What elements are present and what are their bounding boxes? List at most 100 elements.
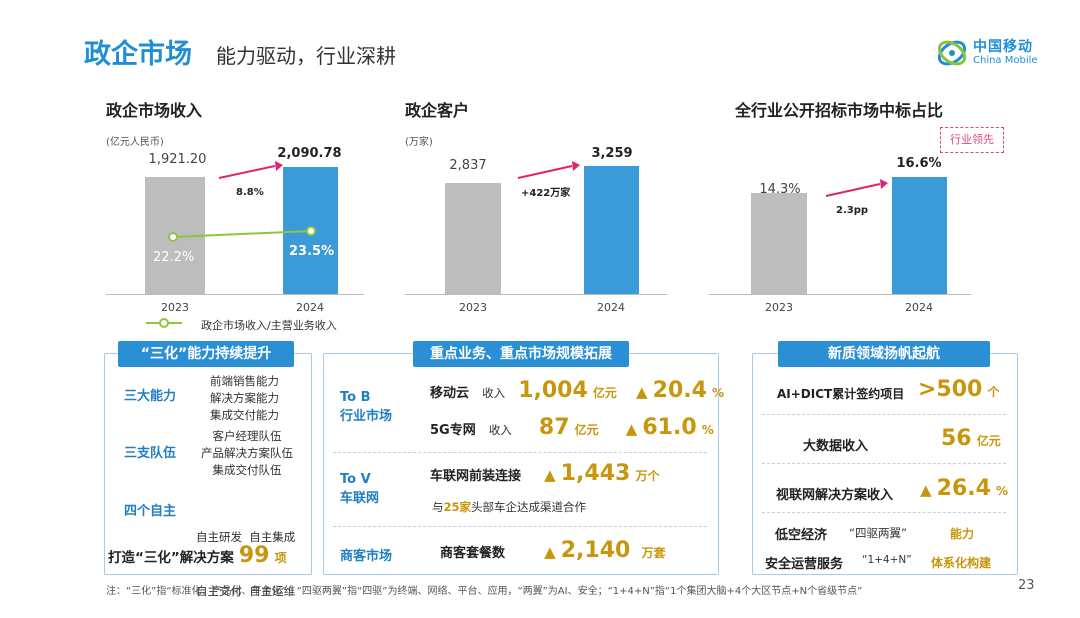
new-field-name-low-altitude: 低空经济 xyxy=(775,528,828,543)
divider xyxy=(762,414,1006,415)
chart-title-bid-share: 全行业公开招标市场中标占比 xyxy=(735,101,944,120)
china-mobile-logo: 中国移动 China Mobile xyxy=(935,36,1045,72)
tob-label-line2: 行业市场 xyxy=(340,409,393,424)
bar-2023 xyxy=(445,182,501,294)
bar-value-2023: 2,837 xyxy=(449,158,487,173)
metric-row-5g-private: 5G专网 收入 87 亿元 ▲ 61.0 % xyxy=(430,415,714,440)
ratio-label-2024: 23.5% xyxy=(289,244,335,259)
list-item: 集成交付队伍 xyxy=(212,463,282,477)
divider xyxy=(762,512,1006,513)
new-field-name-video-iot: 视联网解决方案收入 xyxy=(776,488,894,503)
ratio-point-2024 xyxy=(306,226,316,236)
new-field-value-bigdata: 56 亿元 xyxy=(941,426,1001,451)
divider xyxy=(762,463,1006,464)
new-field-mid-low-altitude: “四驱两翼” xyxy=(849,526,907,540)
x-tick-2023: 2023 xyxy=(161,301,189,314)
metric-row-v2x: 车联网前装连接 ▲ 1,443 万个 xyxy=(430,461,659,486)
metric-unit: 万个 xyxy=(635,469,660,483)
solutions-unit: 项 xyxy=(274,551,287,565)
growth-arrow xyxy=(517,161,580,179)
growth-unit: % xyxy=(712,386,725,400)
metric-value: >500 xyxy=(918,377,983,402)
panel-key-business-title: 重点业务、重点市场规模拓展 xyxy=(413,341,629,367)
list-item: 自主研发 自主集成 xyxy=(196,530,296,544)
tob-label-line1: To B xyxy=(340,390,371,405)
x-tick-2023: 2023 xyxy=(459,301,487,314)
metric-value: 1,443 xyxy=(560,461,631,486)
bar-2024 xyxy=(892,177,947,294)
metric-unit: 个 xyxy=(987,385,1000,399)
x-axis xyxy=(709,294,971,295)
metric-type: 收入 xyxy=(482,386,506,400)
bar-value-2024: 2,090.78 xyxy=(277,146,342,161)
chart-title-customers: 政企客户 xyxy=(405,101,470,120)
growth-label-revenue: 8.8% xyxy=(236,187,264,198)
growth-label-bid-share: 2.3pp xyxy=(836,205,869,216)
chart-unit-customers: (万家) xyxy=(405,137,433,148)
up-triangle-icon: ▲ xyxy=(544,543,556,561)
up-triangle-icon: ▲ xyxy=(544,466,556,484)
china-mobile-logo-icon xyxy=(937,40,967,66)
new-field-value-aidict: >500 个 xyxy=(918,377,999,402)
x-axis xyxy=(405,294,667,295)
page-subtitle: 能力驱动，行业深耕 xyxy=(216,44,396,68)
new-field-right-low-altitude: 能力 xyxy=(950,527,975,541)
new-field-name-aidict: AI+DICT累计签约项目 xyxy=(777,387,905,401)
growth-label-customers: +422万家 xyxy=(521,188,571,199)
footnote: 注：“三化”指“标准化、产品化、平台化”；“四驱两翼”指“四驱”为终端、网络、平… xyxy=(106,586,863,597)
metric-type: 收入 xyxy=(488,423,512,437)
chart-title-revenue: 政企市场收入 xyxy=(106,101,203,120)
metric-value: 56 xyxy=(941,426,972,451)
x-tick-2024: 2024 xyxy=(296,301,324,314)
solutions-row: 打造“三化”解决方案 99 项 xyxy=(108,543,287,568)
metric-value: 26.4 xyxy=(936,476,991,501)
up-triangle-icon: ▲ xyxy=(920,481,932,499)
divider xyxy=(333,526,707,527)
growth-arrow xyxy=(825,179,888,197)
growth-unit: % xyxy=(701,423,714,437)
bar-value-2024: 3,259 xyxy=(591,146,633,161)
group-label-three-teams: 三支队伍 xyxy=(124,446,177,461)
metric-name: 移动云 xyxy=(430,386,470,401)
note-pre: 与 xyxy=(432,500,444,514)
logo-text-cn: 中国移动 xyxy=(973,39,1033,55)
growth-arrow xyxy=(218,161,283,179)
ratio-point-2023 xyxy=(168,232,178,242)
industry-lead-badge: 行业领先 xyxy=(940,127,1004,153)
x-axis xyxy=(106,294,364,295)
tov-label: To V 车联网 xyxy=(340,470,379,508)
metric-unit: % xyxy=(996,484,1009,498)
new-field-mid-security: “1+4+N” xyxy=(862,554,912,566)
group-label-three-abilities: 三大能力 xyxy=(124,389,177,404)
group-label-four-autonomies: 四个自主 xyxy=(124,504,177,519)
metric-value: 1,004 xyxy=(518,378,588,403)
divider xyxy=(333,452,707,453)
ratio-label-2023: 22.2% xyxy=(153,250,195,265)
growth-value: 20.4 xyxy=(652,378,707,403)
metric-name: 商客套餐数 xyxy=(440,546,506,561)
metric-row-mobile-cloud: 移动云 收入 1,004 亿元 ▲ 20.4 % xyxy=(430,378,724,403)
tov-label-line2: 车联网 xyxy=(340,491,380,506)
logo-text-en: China Mobile xyxy=(973,55,1038,66)
metric-value: 2,140 xyxy=(560,538,631,563)
note-post: 头部车企达成渠道合作 xyxy=(471,500,587,514)
metric-name: 5G专网 xyxy=(430,423,476,438)
metric-unit: 亿元 xyxy=(592,386,617,400)
metric-unit: 亿元 xyxy=(574,423,599,437)
x-tick-2024: 2024 xyxy=(597,301,625,314)
metric-unit: 万套 xyxy=(641,546,666,560)
bar-2024 xyxy=(584,166,639,294)
v2x-note: 与25家头部车企达成渠道合作 xyxy=(432,499,586,515)
new-field-name-bigdata: 大数据收入 xyxy=(803,439,869,454)
list-item: 客户经理队伍 xyxy=(212,429,282,443)
group-items-three-teams: 客户经理队伍 产品解决方案队伍 集成交付队伍 xyxy=(198,428,296,479)
page-number: 23 xyxy=(1018,578,1035,593)
list-item: 集成交付能力 xyxy=(210,408,279,422)
legend-line-icon xyxy=(146,318,182,328)
group-items-four-autonomies: 自主研发 自主集成 自主交付 自主运维 xyxy=(196,492,295,618)
ratio-line xyxy=(168,226,316,242)
note-num: 25家 xyxy=(443,500,472,514)
page-title: 政企市场 xyxy=(84,39,192,70)
metric-unit: 亿元 xyxy=(976,434,1001,448)
new-field-right-security: 体系化构建 xyxy=(931,556,992,570)
